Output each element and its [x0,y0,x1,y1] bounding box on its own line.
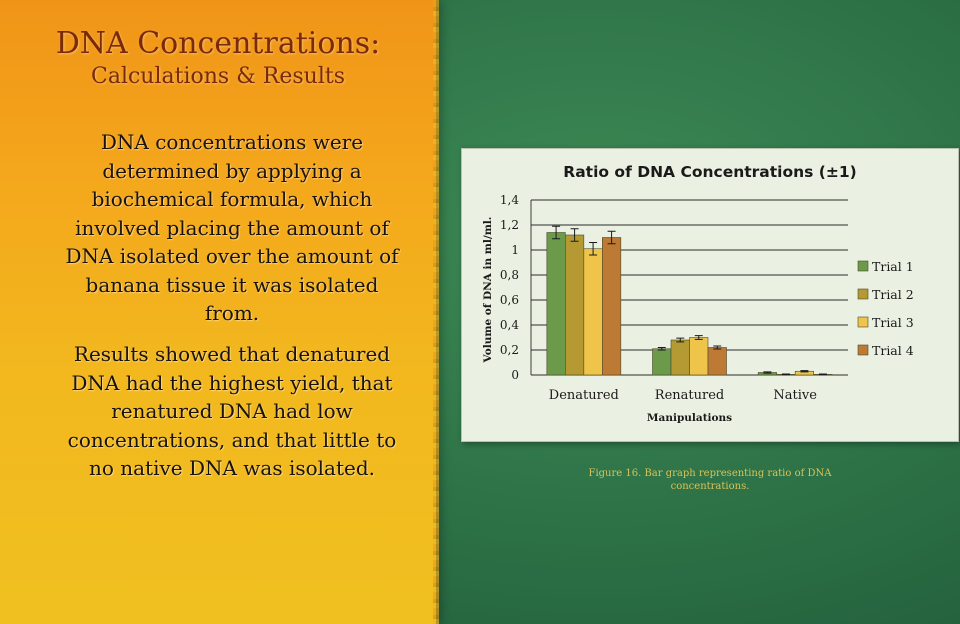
x-axis-label: Manipulations [647,412,732,424]
y-tick-label: 0 [511,368,519,382]
results-paragraph: Results showed that denatured DNA had th… [67,342,397,480]
bar [546,232,566,376]
legend-entry: Trial 3 [872,315,914,330]
method-paragraph: DNA concentrations were determined by ap… [65,130,399,325]
legend-swatch [857,260,869,272]
legend-entry: Trial 1 [872,259,914,274]
bar [565,234,585,376]
y-tick-label: 1,2 [500,218,519,232]
bar [707,347,727,376]
legend-entry: Trial 2 [872,287,914,302]
legend-swatch [857,344,869,356]
y-tick-label: 0,8 [500,268,519,282]
x-tick-label: Renatured [655,388,724,403]
bar [689,337,709,376]
y-tick-label: 0,2 [500,343,519,357]
chart-title: Ratio of DNA Concentrations (±1) [563,163,856,181]
slide-subtitle: Calculations & Results [91,64,345,89]
x-tick-label: Denatured [549,388,619,403]
chart-panel: Ratio of DNA Concentrations (±1) 0 0,2 0,4 0… [461,148,959,442]
y-axis-label: Volume of DNA in ml/ml. [482,217,494,364]
y-tick-label: 0,6 [500,293,519,307]
y-tick-label: 0,4 [500,318,519,332]
bar [583,248,603,376]
bar-chart: Ratio of DNA Concentrations (±1) 0 0,2 0,4 0… [482,163,914,424]
bar [652,348,672,376]
bar [602,237,622,376]
y-tick-label: 1,4 [500,193,519,207]
slide-title: DNA Concentrations: [55,26,381,61]
figure-caption: Figure 16. Bar graph representing ratio … [588,468,832,492]
legend-swatch [857,316,869,328]
bar [670,339,690,376]
legend-entry: Trial 4 [872,343,914,358]
orange-side-panel: DNA Concentrations: Calculations & Resul… [0,0,439,624]
legend-swatch [857,288,869,300]
x-tick-label: Native [773,388,817,403]
y-tick-label: 1 [511,243,519,257]
